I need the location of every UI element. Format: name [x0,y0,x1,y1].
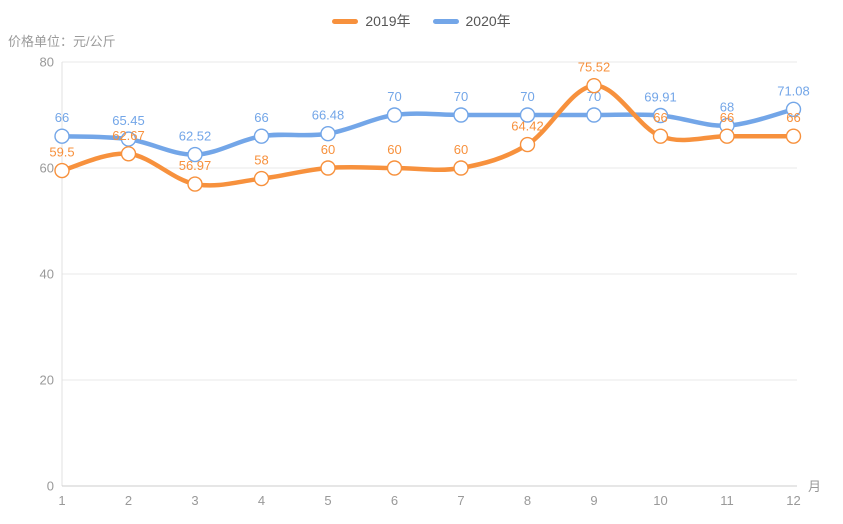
data-point-series-1[interactable] [453,107,469,123]
x-tick-label: 6 [391,493,398,508]
x-tick-label: 3 [191,493,198,508]
data-label-series-1: 66 [254,110,268,125]
data-label-series-0: 60 [454,142,468,157]
data-label-series-1: 70 [520,89,534,104]
data-label-series-0: 75.52 [578,60,611,75]
data-point-series-0[interactable] [54,162,70,179]
data-label-series-1: 71.08 [777,83,810,98]
data-point-series-0[interactable] [386,160,403,176]
data-point-series-0[interactable] [719,128,735,144]
data-label-series-1: 65.45 [112,113,145,128]
data-point-series-0[interactable] [519,136,536,153]
x-tick-label: 1 [58,493,65,508]
x-tick-label: 8 [524,493,531,508]
y-tick-label: 80 [40,55,54,70]
data-point-series-0[interactable] [586,77,602,94]
data-point-series-1[interactable] [54,128,70,144]
data-point-series-1[interactable] [785,101,802,118]
data-label-series-1: 70 [587,89,601,104]
data-point-series-0[interactable] [120,146,137,162]
data-label-series-0: 66 [653,110,667,125]
data-point-series-1[interactable] [652,107,669,124]
data-point-series-0[interactable] [785,128,802,144]
data-point-series-0[interactable] [320,160,336,176]
legend-swatch-2020-icon [432,18,459,24]
legend-item-2019[interactable]: 2019年 [332,13,411,29]
data-point-series-1[interactable] [586,107,602,123]
y-tick-label: 0 [47,479,54,494]
data-label-series-0: 56.97 [179,158,212,173]
x-tick-label: 5 [324,493,331,508]
x-axis-unit: 月 [808,479,822,494]
series-line-1 [59,107,796,157]
data-label-series-0: 64.42 [511,119,544,134]
data-point-series-0[interactable] [187,176,203,192]
data-label-series-1: 66.48 [312,108,345,123]
x-tick-label: 9 [590,493,597,508]
data-label-series-1: 62.52 [179,129,212,144]
legend: 2019年 2020年 [0,12,843,30]
data-label-series-1: 66 [55,110,69,125]
data-label-series-1: 70 [454,89,468,104]
data-point-series-1[interactable] [253,128,270,144]
data-point-series-1[interactable] [519,107,536,123]
data-label-series-0: 60 [321,142,335,157]
series-line-0 [59,83,796,188]
x-tick-label: 12 [786,493,800,508]
data-label-series-1: 70 [387,89,401,104]
data-point-series-0[interactable] [253,170,270,187]
x-tick-label: 7 [457,493,464,508]
data-label-series-0: 62.67 [112,128,145,143]
y-axis-title: 价格单位：元/公斤 [8,34,116,49]
data-point-series-0[interactable] [453,160,469,176]
data-label-series-0: 58 [254,153,268,168]
data-label-series-0: 59.5 [49,145,74,160]
data-label-series-0: 66 [786,110,800,125]
x-tick-label: 10 [653,493,667,508]
x-tick-label: 4 [258,493,265,508]
legend-label-2019: 2019年 [365,13,411,29]
y-tick-label: 20 [40,373,54,388]
legend-label-2020: 2020年 [465,13,511,29]
y-tick-label: 40 [40,267,54,282]
data-label-series-0: 66 [720,110,734,125]
y-tick-label: 60 [40,161,54,176]
legend-item-2020[interactable]: 2020年 [432,13,511,29]
data-label-series-1: 69.91 [644,90,677,105]
data-point-series-1[interactable] [187,146,203,163]
legend-swatch-2019-icon [332,18,359,24]
data-point-series-0[interactable] [652,128,669,144]
x-tick-label: 11 [720,493,734,508]
data-point-series-1[interactable] [320,125,336,142]
x-tick-label: 2 [125,493,132,508]
data-label-series-1: 68 [720,100,734,115]
data-point-series-1[interactable] [386,107,403,123]
data-label-series-0: 60 [387,142,401,157]
